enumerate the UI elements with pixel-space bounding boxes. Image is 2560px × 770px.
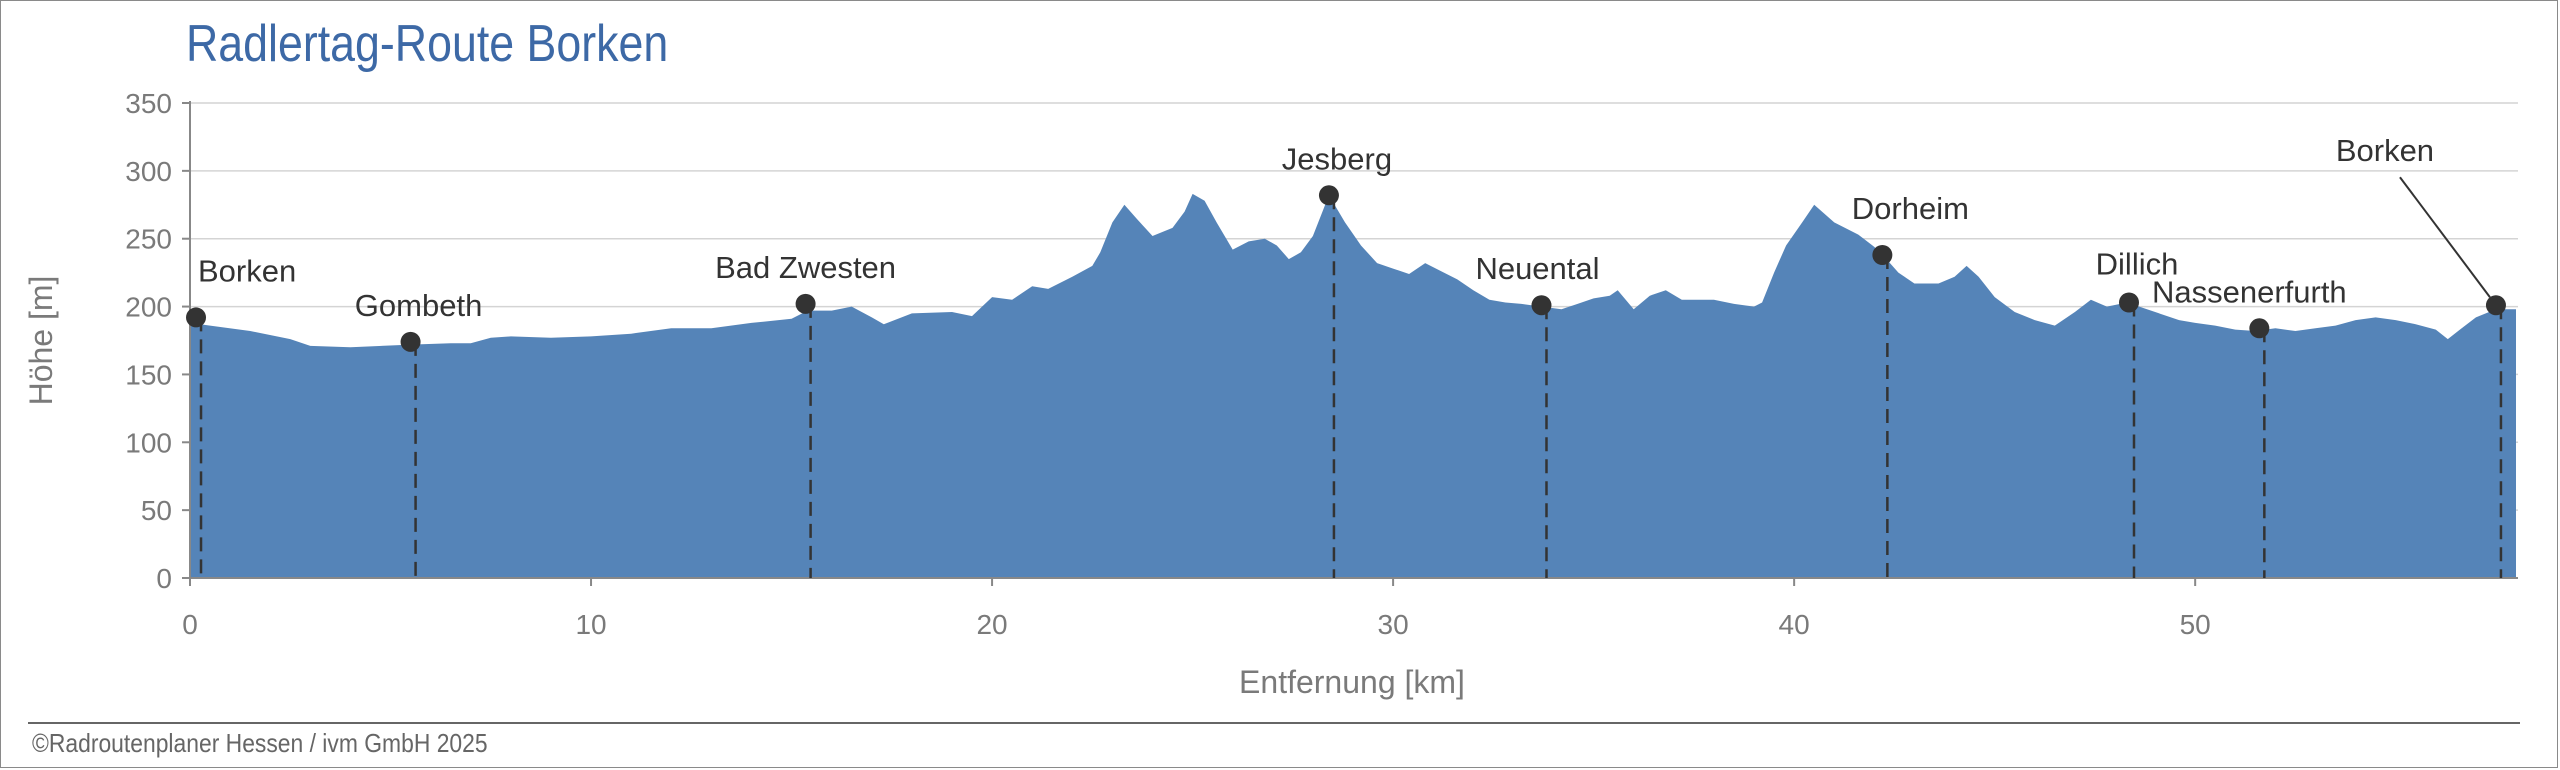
copyright-footer: ©Radroutenplaner Hessen / ivm GmbH 2025 (32, 728, 488, 758)
waypoint-jesberg[interactable]: Jesberg (1282, 141, 1392, 578)
x-tick-label-40: 40 (1779, 609, 1810, 640)
waypoint-label: Borken (2336, 133, 2434, 168)
waypoint-label: Gombeth (355, 288, 483, 323)
footer-divider (28, 722, 2520, 724)
waypoint-dot (795, 293, 816, 314)
x-tick-label-0: 0 (182, 609, 198, 640)
waypoint-dot (1872, 245, 1893, 265)
waypoint-dot (2119, 292, 2140, 313)
x-tick-label-30: 30 (1378, 609, 1409, 640)
y-tick-label-350: 350 (125, 88, 172, 119)
waypoint-dot (400, 331, 421, 352)
y-tick-label-100: 100 (125, 427, 172, 458)
y-tick-label-50: 50 (141, 495, 172, 526)
waypoint-label: Nassenerfurth (2152, 274, 2347, 309)
x-tick-label-50: 50 (2180, 609, 2211, 640)
tick-labels: 0 50 100 150 200 250 300 350 0 10 20 30 40 50 (125, 88, 2210, 640)
elevation-area (190, 193, 2516, 578)
waypoint-label: Dorheim (1852, 191, 1969, 226)
waypoint-dorheim[interactable]: Dorheim (1852, 191, 1969, 578)
y-tick-label-150: 150 (125, 359, 172, 390)
waypoint-label: Borken (198, 253, 296, 288)
y-tick-label-250: 250 (125, 224, 172, 255)
waypoint-label: Bad Zwesten (715, 250, 896, 285)
y-tick-label-0: 0 (156, 563, 172, 594)
x-tick-label-10: 10 (575, 609, 606, 640)
waypoint-label: Jesberg (1282, 141, 1392, 176)
waypoint-dillich[interactable]: Dillich (2096, 247, 2179, 579)
waypoint-dot (1531, 295, 1552, 316)
waypoint-borken[interactable]: Borken (2336, 133, 2506, 578)
waypoint-dot (1318, 185, 1339, 206)
y-axis-label: Höhe [m] (23, 276, 59, 406)
label-leader-line (2399, 176, 2491, 298)
waypoint-dot (2249, 318, 2270, 339)
waypoint-gombeth[interactable]: Gombeth (355, 288, 483, 578)
waypoint-borken[interactable]: Borken (186, 253, 296, 578)
y-tick-label-300: 300 (125, 156, 172, 187)
waypoint-label: Neuental (1475, 251, 1599, 286)
waypoint-dot (186, 307, 207, 328)
y-tick-label-200: 200 (125, 292, 172, 323)
waypoint-dot (2485, 295, 2506, 316)
waypoint-neuental[interactable]: Neuental (1475, 251, 1600, 578)
axes (182, 101, 2518, 586)
waypoint-markers: Borken Gombeth Bad Zwesten Jesberg Neuental D… (186, 133, 2506, 578)
x-axis-label: Entfernung [km] (1239, 664, 1465, 700)
waypoint-label: Dillich (2096, 247, 2179, 282)
waypoint-nassenerfurth[interactable]: Nassenerfurth (2152, 274, 2347, 578)
waypoint-bad-zwesten[interactable]: Bad Zwesten (715, 250, 896, 578)
x-tick-label-20: 20 (976, 609, 1007, 640)
chart-title: Radlertag-Route Borken (186, 15, 669, 73)
